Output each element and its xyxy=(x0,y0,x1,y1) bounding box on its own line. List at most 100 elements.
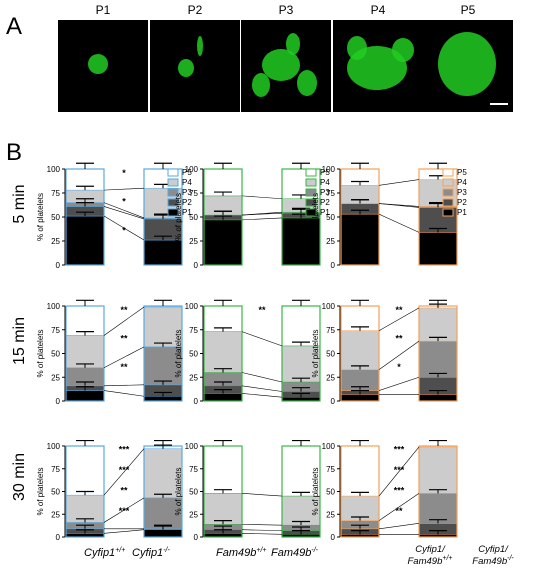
bar-segment-p1 xyxy=(65,390,105,402)
connector-line xyxy=(103,346,145,369)
connector-line xyxy=(241,493,283,497)
y-tick-label: 75 xyxy=(326,189,335,198)
platelet-blob xyxy=(197,36,203,56)
significance-marker: * xyxy=(122,168,126,178)
connector-line xyxy=(378,340,420,370)
legend-swatch-p2 xyxy=(305,198,317,207)
connector-line xyxy=(241,385,283,392)
bar-segment-p5 xyxy=(340,445,380,497)
y-tick-label: 0 xyxy=(194,397,199,406)
bar-segment-p5 xyxy=(281,305,321,347)
connector-line xyxy=(378,523,420,530)
x-label-double-ko-line1: Cyfip1/ xyxy=(478,544,509,555)
connector-line xyxy=(103,390,145,397)
x-labels-cyfip1: Cyfip1+/+ Cyfip1-/- xyxy=(84,547,170,559)
y-tick-label: 25 xyxy=(189,510,198,519)
y-tick-label: 50 xyxy=(326,488,335,497)
bar-segment-p5 xyxy=(65,305,105,336)
legend-swatch-p5 xyxy=(442,168,454,177)
connector-line xyxy=(103,306,145,336)
platelet-blob xyxy=(252,73,270,97)
stacked-bar-chart-30min-1: 0 25 50 75 100 % of platelets xyxy=(174,439,321,542)
y-tick-label: 25 xyxy=(189,373,198,382)
legend-swatch-p4 xyxy=(167,178,179,187)
connector-line xyxy=(378,203,420,207)
bar-segment-p1 xyxy=(203,219,243,266)
bar-segment-p1 xyxy=(143,529,183,538)
connector-line xyxy=(103,497,145,523)
connector-line xyxy=(378,179,420,186)
legend-label-p1: P1 xyxy=(182,208,192,217)
row-label-15min: 15 min xyxy=(11,317,28,365)
significance-marker: *** xyxy=(394,465,405,475)
connector-line xyxy=(378,307,420,331)
legend-label-p3: P3 xyxy=(457,188,467,197)
y-tick-label: 50 xyxy=(189,350,198,359)
legend-swatch-p4 xyxy=(305,178,317,187)
y-tick-label: 75 xyxy=(51,465,60,474)
legend-swatch-p3 xyxy=(167,188,179,197)
y-axis-label: % of platelets xyxy=(174,467,183,515)
legend-swatch-p1 xyxy=(305,208,317,217)
y-axis-label: % of platelets xyxy=(311,329,320,377)
legend-label-p2: P2 xyxy=(182,198,192,207)
bar-segment-p4 xyxy=(65,494,105,523)
platelet-blob xyxy=(88,54,108,74)
stacked-bar-chart-15min-0: 0 25 50 75 100 % of platelets ** ** ** xyxy=(36,299,183,406)
platelet-blob xyxy=(438,32,496,96)
connector-line xyxy=(103,187,145,191)
y-tick-label: 0 xyxy=(194,261,199,270)
bar-segment-p1 xyxy=(418,232,458,266)
y-tick-label: 75 xyxy=(326,326,335,335)
connector-line xyxy=(241,195,283,200)
microscopy-image-p3: P3 xyxy=(241,3,331,112)
y-tick-label: 50 xyxy=(189,213,198,222)
row-label-30min: 30 min xyxy=(11,453,28,501)
bar-segment-p4 xyxy=(203,331,243,373)
y-tick-label: 0 xyxy=(56,397,61,406)
legend-swatch-p5 xyxy=(167,168,179,177)
legend-label-p4: P4 xyxy=(457,178,467,187)
y-tick-label: 25 xyxy=(326,373,335,382)
y-tick-label: 0 xyxy=(331,533,336,542)
significance-marker: ** xyxy=(120,486,128,496)
y-tick-label: 0 xyxy=(56,533,61,542)
y-tick-label: 100 xyxy=(185,165,199,174)
y-tick-label: 25 xyxy=(326,237,335,246)
y-tick-label: 100 xyxy=(322,442,336,451)
connector-line xyxy=(241,393,283,398)
y-tick-label: 75 xyxy=(51,326,60,335)
legend-swatch-p3 xyxy=(305,188,317,197)
legend-swatch-p1 xyxy=(167,208,179,217)
connector-line xyxy=(241,529,283,531)
bar-segment-p3 xyxy=(143,346,183,386)
x-labels-fam49b: Fam49b+/+ Fam49b-/- xyxy=(216,547,319,559)
significance-marker: * xyxy=(122,225,126,235)
platelet-blob xyxy=(262,49,300,81)
connector-line xyxy=(378,493,420,521)
microscopy-label-p3: P3 xyxy=(279,3,294,17)
significance-marker: *** xyxy=(119,465,130,475)
y-tick-label: 100 xyxy=(185,302,199,311)
x-label-fam49b-ko: Fam49b-/- xyxy=(271,547,319,559)
row-label-5min: 5 min xyxy=(11,184,28,223)
significance-marker: ** xyxy=(258,305,266,315)
platelet-blob xyxy=(347,36,367,60)
y-tick-label: 50 xyxy=(51,350,60,359)
microscopy-image-p5: P5 xyxy=(423,3,513,112)
connector-line xyxy=(241,331,283,347)
bar-segment-p3 xyxy=(143,497,183,530)
microscopy-label-p5: P5 xyxy=(461,3,476,17)
bar-segment-p5 xyxy=(203,445,243,494)
y-tick-label: 50 xyxy=(51,488,60,497)
connector-line xyxy=(241,533,283,535)
x-label-double-wt-line1: Cyfip1/ xyxy=(415,544,446,555)
x-label-fam49b-wt: Fam49b+/+ xyxy=(216,547,266,559)
platelet-blob xyxy=(392,38,414,62)
legend-label-p2: P2 xyxy=(320,198,330,207)
